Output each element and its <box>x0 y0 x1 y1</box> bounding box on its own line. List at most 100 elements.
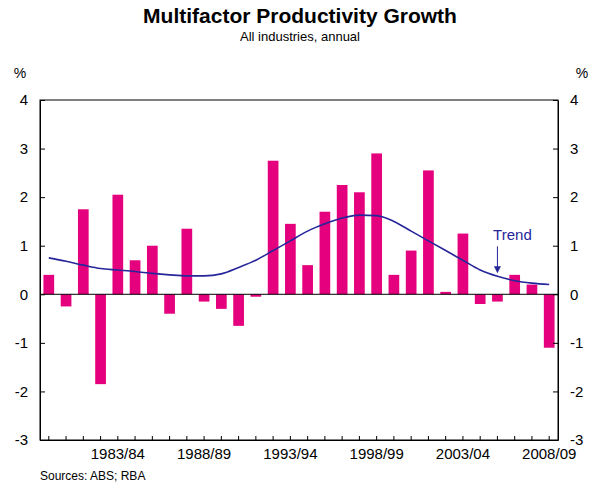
x-tick <box>135 436 136 440</box>
x-tick <box>255 436 256 440</box>
y2-tick: -2 <box>553 383 583 400</box>
bar <box>164 294 175 313</box>
y2-tick-label: 4 <box>570 91 578 108</box>
x-tick-mark <box>462 436 463 440</box>
y2-tick-label: 0 <box>570 286 578 303</box>
x-tick <box>66 436 67 440</box>
x-tick <box>307 436 308 440</box>
x-tick-mark <box>549 436 550 440</box>
x-axis-line <box>41 440 559 441</box>
x-tick-mark <box>48 436 49 440</box>
x-tick: 2008/09 <box>522 436 576 462</box>
y-tick: -3 <box>15 431 45 448</box>
x-tick-mark <box>428 436 429 440</box>
x-tick-mark <box>411 436 412 440</box>
title: Multifactor Productivity Growth <box>143 4 457 27</box>
bar <box>371 153 382 294</box>
x-tick <box>428 436 429 440</box>
x-tick <box>480 436 481 440</box>
y2-tick-mark <box>553 246 558 247</box>
x-tick <box>273 436 274 440</box>
x-tick-mark <box>204 436 205 440</box>
x-tick: 1983/84 <box>91 436 145 462</box>
x-tick-mark <box>497 436 498 440</box>
subtitle: All industries, annual <box>240 29 360 44</box>
plot-area <box>40 153 558 384</box>
x-axis: 1983/841988/891993/941998/992003/042008/… <box>41 436 577 462</box>
bar <box>354 192 365 294</box>
x-tick-label: 1983/84 <box>91 445 145 462</box>
bar <box>147 246 158 295</box>
bar <box>492 294 503 301</box>
bar <box>130 260 141 294</box>
y-tick: 1 <box>20 237 45 254</box>
x-tick <box>411 436 412 440</box>
bar <box>509 275 520 294</box>
x-tick-mark <box>342 436 343 440</box>
y-tick: -2 <box>15 383 45 400</box>
y-tick-label: 4 <box>20 91 28 108</box>
y2-axis-line <box>558 101 559 441</box>
bar <box>78 209 89 294</box>
annotation-arrow <box>494 246 501 273</box>
y2-tick-mark <box>553 100 558 101</box>
x-tick <box>342 436 343 440</box>
x-tick-mark <box>445 436 446 440</box>
y2-tick-mark <box>553 391 558 392</box>
x-tick-mark <box>393 436 394 440</box>
y-axis-label: % <box>14 65 26 81</box>
y2-tick-mark <box>553 197 558 198</box>
x-tick-label: 1998/99 <box>350 445 404 462</box>
bar <box>423 170 434 294</box>
y2-axis: -3-2-101234 <box>553 91 583 448</box>
x-tick-mark <box>531 436 532 440</box>
y2-tick-mark <box>553 294 558 295</box>
y-tick: 4 <box>20 91 45 108</box>
x-tick <box>359 436 360 440</box>
source: Sources: ABS; RBA <box>40 469 145 483</box>
bar <box>233 294 244 326</box>
y-tick: -1 <box>15 334 45 351</box>
y2-tick: 1 <box>553 237 578 254</box>
trend-line <box>49 215 549 284</box>
x-tick-label: 2003/04 <box>436 445 490 462</box>
x-tick-mark <box>255 436 256 440</box>
x-tick-mark <box>135 436 136 440</box>
bar <box>302 265 313 294</box>
x-tick-mark <box>117 436 118 440</box>
y2-tick: -1 <box>553 334 583 351</box>
y-tick-mark <box>40 294 45 295</box>
bar <box>406 251 417 295</box>
x-tick-mark <box>376 436 377 440</box>
zero-line <box>40 294 558 295</box>
bar <box>43 275 54 294</box>
x-tick-mark <box>307 436 308 440</box>
x-tick <box>497 436 498 440</box>
bar <box>337 185 348 294</box>
x-tick-mark <box>100 436 101 440</box>
x-tick <box>324 436 325 440</box>
y-tick: 3 <box>20 140 45 157</box>
y-tick-mark <box>40 246 45 247</box>
bar <box>285 224 296 294</box>
x-tick <box>83 436 84 440</box>
bar <box>527 285 538 295</box>
y-tick-mark <box>40 197 45 198</box>
annotation: Trend <box>493 226 532 243</box>
x-tick <box>393 436 394 440</box>
y-tick: 2 <box>20 188 45 205</box>
y-tick-label: 2 <box>20 188 28 205</box>
bar <box>389 275 400 294</box>
x-tick <box>152 436 153 440</box>
x-tick-mark <box>273 436 274 440</box>
x-tick <box>169 436 170 440</box>
y-tick-label: 3 <box>20 140 28 157</box>
x-tick-mark <box>238 436 239 440</box>
x-tick: 1998/99 <box>350 436 404 462</box>
y-tick-label: 0 <box>20 286 28 303</box>
x-tick <box>445 436 446 440</box>
x-tick <box>186 436 187 440</box>
x-tick-mark <box>480 436 481 440</box>
x-tick-mark <box>186 436 187 440</box>
bar <box>216 294 227 309</box>
